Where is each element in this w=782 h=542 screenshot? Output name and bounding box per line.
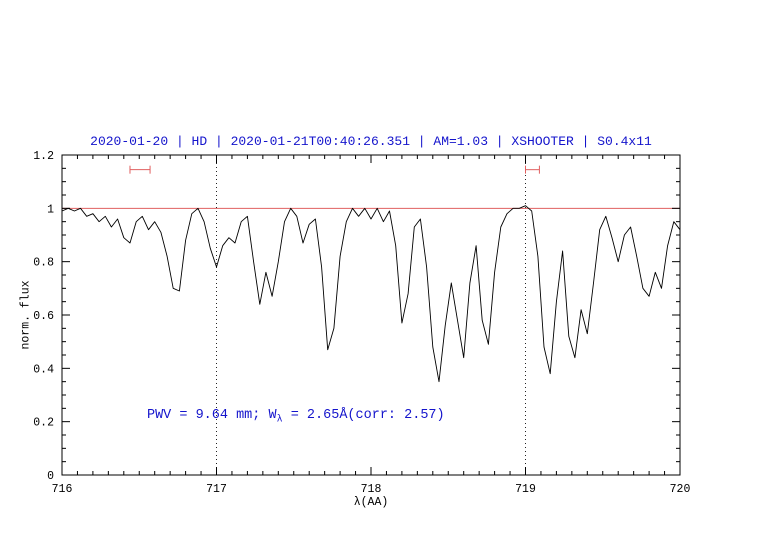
y-tick-label: 0: [47, 470, 54, 483]
x-tick-label: 719: [515, 483, 536, 496]
axis-box: [61, 154, 681, 476]
x-axis-label: λ(AA): [353, 496, 389, 509]
y-axis-label: norm. flux: [19, 280, 33, 350]
y-tick-label: 0.6: [33, 310, 54, 323]
annotation-lambda-subscript: λ: [276, 414, 283, 426]
y-tick-label: 1.2: [33, 150, 54, 163]
y-tick-label: 1: [47, 203, 54, 216]
x-tick-label: 717: [206, 483, 227, 496]
y-tick-label: 0.4: [33, 363, 54, 376]
y-tick-label: 0.8: [33, 257, 54, 270]
x-tick-label: 716: [52, 483, 73, 496]
x-tick-label: 718: [361, 483, 382, 496]
y-tick-label: 0.2: [33, 417, 54, 430]
x-tick-label: 720: [670, 483, 691, 496]
annotation-text-pre: PWV = 9.64 mm; W: [146, 408, 277, 423]
pwv-annotation: PWV = 9.64 mm; Wλ = 2.65Å(corr: 2.57): [147, 408, 445, 426]
plot-title: 2020-01-20 | HD | 2020-01-21T00:40:26.35…: [90, 134, 652, 149]
spectrum-line: [61, 205, 681, 383]
annotation-text-post: = 2.65Å(corr: 2.57): [282, 408, 445, 423]
